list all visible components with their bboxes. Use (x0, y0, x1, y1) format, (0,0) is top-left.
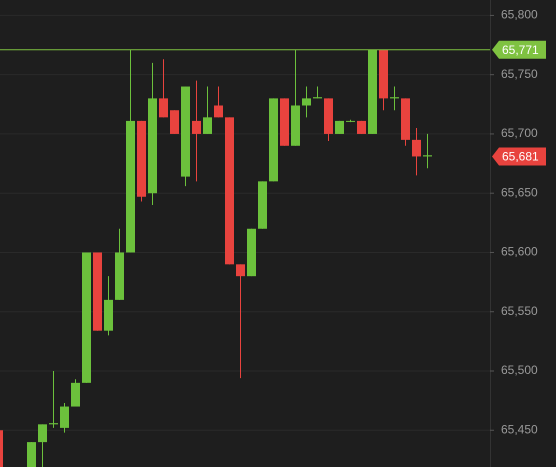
y-tick-label: 65,500 (501, 363, 538, 377)
y-tick-label: 65,750 (501, 67, 538, 81)
candle-body (335, 120, 344, 134)
candle-body (82, 252, 91, 383)
candle-body (236, 264, 245, 277)
candle-body (49, 423, 58, 425)
candle-body (225, 117, 234, 265)
y-tick-label: 65,450 (501, 422, 538, 436)
y-tick-label: 65,700 (501, 126, 538, 140)
candle-body (214, 105, 223, 118)
y-tick-label: 65,550 (501, 304, 538, 318)
candle-body (71, 382, 80, 407)
price-badge (492, 147, 546, 166)
candle-body (346, 120, 355, 122)
candle-body (60, 406, 69, 428)
price-label: 65,681 (502, 150, 539, 164)
candle-body (0, 430, 3, 467)
candle-body (170, 110, 179, 134)
candle-body (93, 252, 102, 331)
candle-body (258, 181, 267, 229)
candle-body (379, 49, 388, 99)
candle-body (291, 105, 300, 146)
candle-body (368, 49, 377, 134)
candle-body (390, 97, 399, 99)
candle-body (423, 155, 432, 157)
candle-body (324, 98, 333, 134)
candle-body (27, 442, 36, 467)
y-tick-label: 65,650 (501, 185, 538, 199)
candle-body (401, 98, 410, 140)
candle-body (104, 299, 113, 331)
y-tick-label: 65,600 (501, 245, 538, 259)
y-tick-label: 65,800 (501, 8, 538, 22)
candle-body (247, 228, 256, 277)
candle-body (137, 120, 146, 197)
candle-body (313, 97, 322, 99)
candle-body (115, 252, 124, 300)
candle-body (302, 98, 311, 106)
candle-body (38, 424, 47, 443)
candle-body (280, 98, 289, 146)
price-badge (492, 40, 546, 59)
candle-body (203, 117, 212, 134)
candle-body (159, 98, 168, 118)
candle-body (126, 120, 135, 253)
candle-body (269, 98, 278, 182)
candle-body (357, 120, 366, 134)
candle-body (181, 86, 190, 177)
candle-body (148, 98, 157, 194)
candle-body (192, 120, 201, 134)
candle-body (412, 139, 421, 157)
price-label: 65,771 (502, 43, 539, 57)
